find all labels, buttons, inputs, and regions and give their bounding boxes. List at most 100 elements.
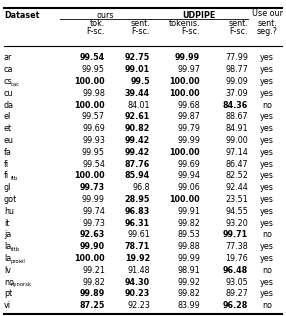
Text: 92.44: 92.44 [225,183,248,192]
Text: 99.74: 99.74 [82,207,105,216]
Text: 100.00: 100.00 [169,77,200,86]
Text: 99.82: 99.82 [177,289,200,298]
Text: fa: fa [4,148,12,157]
Text: da: da [4,100,14,110]
Text: 92.75: 92.75 [125,53,150,62]
Text: 37.09: 37.09 [225,89,248,98]
Text: 99.68: 99.68 [177,100,200,110]
Text: yes: yes [260,89,274,98]
Text: yes: yes [260,207,274,216]
Text: 94.55: 94.55 [225,207,248,216]
Text: ja: ja [4,230,11,240]
Text: it: it [4,219,9,228]
Text: 99.57: 99.57 [82,112,105,121]
Text: 92.61: 92.61 [125,112,150,121]
Text: yes: yes [260,195,274,204]
Text: 99.88: 99.88 [177,242,200,251]
Text: got: got [4,195,17,204]
Text: yes: yes [260,124,274,133]
Text: pt: pt [4,289,12,298]
Text: fi: fi [4,171,9,180]
Text: cac: cac [11,82,20,87]
Text: 99.98: 99.98 [82,89,105,98]
Text: 85.94: 85.94 [125,171,150,180]
Text: 99.90: 99.90 [80,242,105,251]
Text: 83.99: 83.99 [177,301,200,310]
Text: 90.82: 90.82 [125,124,150,133]
Text: yes: yes [260,136,274,145]
Text: 100.00: 100.00 [74,77,105,86]
Text: UDPIPE: UDPIPE [182,11,216,21]
Text: no: no [4,277,14,287]
Text: 99.94: 99.94 [177,171,200,180]
Text: 99.99: 99.99 [82,195,105,204]
Text: 19.92: 19.92 [125,254,150,263]
Text: ar: ar [4,53,12,62]
Text: 93.05: 93.05 [225,277,248,287]
Text: 96.83: 96.83 [125,207,150,216]
Text: 88.67: 88.67 [225,112,248,121]
Text: yes: yes [260,289,274,298]
Text: 23.51: 23.51 [225,195,248,204]
Text: 99.99: 99.99 [177,254,200,263]
Text: gl: gl [4,183,11,192]
Text: 99.92: 99.92 [177,277,200,287]
Text: lv: lv [4,266,11,275]
Text: 92.23: 92.23 [127,301,150,310]
Text: 99.73: 99.73 [82,219,105,228]
Text: ca: ca [4,65,13,74]
Text: 99.79: 99.79 [177,124,200,133]
Text: 99.00: 99.00 [225,136,248,145]
Text: el: el [4,112,11,121]
Text: 99.95: 99.95 [82,65,105,74]
Text: 99.09: 99.09 [225,77,248,86]
Text: 99.99: 99.99 [177,136,200,145]
Text: fi: fi [4,160,9,169]
Text: 98.77: 98.77 [225,65,248,74]
Text: yes: yes [260,277,274,287]
Text: yes: yes [260,160,274,169]
Text: F-sc.: F-sc. [86,27,105,37]
Text: 89.53: 89.53 [177,230,200,240]
Text: 94.30: 94.30 [125,277,150,287]
Text: 19.76: 19.76 [225,254,248,263]
Text: 84.91: 84.91 [225,124,248,133]
Text: 96.48: 96.48 [223,266,248,275]
Text: 99.69: 99.69 [177,160,200,169]
Text: hu: hu [4,207,14,216]
Text: 99.54: 99.54 [80,53,105,62]
Text: et: et [4,124,12,133]
Text: 86.47: 86.47 [225,160,248,169]
Text: 99.69: 99.69 [82,124,105,133]
Text: ittb: ittb [11,247,20,252]
Text: 77.38: 77.38 [225,242,248,251]
Text: la: la [4,254,11,263]
Text: 100.00: 100.00 [74,100,105,110]
Text: vi: vi [4,301,11,310]
Text: 77.99: 77.99 [225,53,248,62]
Text: F-sc.: F-sc. [229,27,248,37]
Text: 100.00: 100.00 [74,171,105,180]
Text: 99.91: 99.91 [177,207,200,216]
Text: 28.95: 28.95 [125,195,150,204]
Text: cu: cu [4,89,13,98]
Text: tok.: tok. [90,20,105,28]
Text: 100.00: 100.00 [169,195,200,204]
Text: 93.20: 93.20 [225,219,248,228]
Text: 90.23: 90.23 [125,289,150,298]
Text: 78.71: 78.71 [125,242,150,251]
Text: 99.42: 99.42 [125,148,150,157]
Text: 99.71: 99.71 [223,230,248,240]
Text: Dataset: Dataset [4,11,39,21]
Text: 39.44: 39.44 [125,89,150,98]
Text: F-sc.: F-sc. [132,27,150,37]
Text: ours: ours [96,11,114,21]
Text: Use our: Use our [251,9,283,17]
Text: 87.25: 87.25 [80,301,105,310]
Text: 99.73: 99.73 [80,183,105,192]
Text: yes: yes [260,53,274,62]
Text: la: la [4,242,11,251]
Text: 84.36: 84.36 [223,100,248,110]
Text: yes: yes [260,254,274,263]
Text: yes: yes [260,183,274,192]
